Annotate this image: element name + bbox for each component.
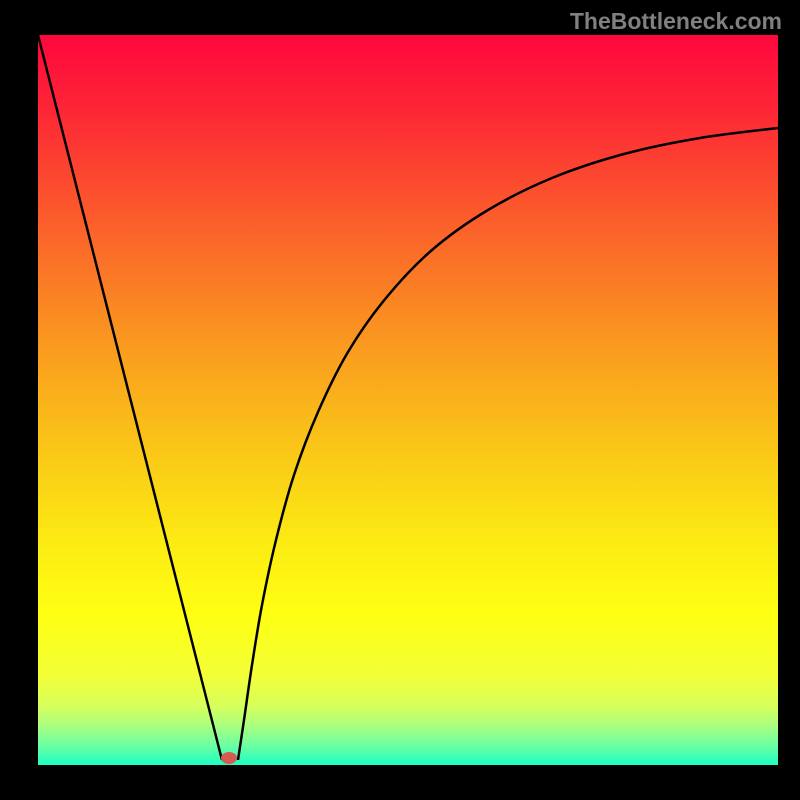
bottleneck-curve-left xyxy=(38,35,222,760)
chart-root: TheBottleneck.com xyxy=(0,0,800,800)
bottleneck-curve-right xyxy=(238,128,778,760)
min-marker-dot xyxy=(221,752,237,764)
curve-layer xyxy=(0,0,800,800)
watermark-text: TheBottleneck.com xyxy=(570,8,782,35)
